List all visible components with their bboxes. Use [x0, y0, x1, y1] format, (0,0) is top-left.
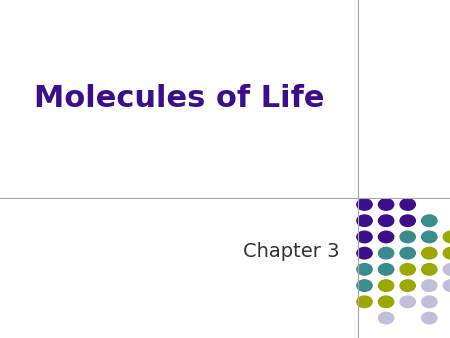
Circle shape — [357, 215, 372, 226]
Circle shape — [422, 215, 437, 226]
Circle shape — [400, 215, 415, 226]
Circle shape — [357, 296, 372, 308]
Text: Molecules of Life: Molecules of Life — [34, 84, 324, 113]
Circle shape — [443, 247, 450, 259]
Circle shape — [400, 247, 415, 259]
Circle shape — [443, 264, 450, 275]
Circle shape — [422, 264, 437, 275]
Text: Chapter 3: Chapter 3 — [243, 242, 340, 261]
Circle shape — [378, 247, 394, 259]
Circle shape — [357, 247, 372, 259]
Circle shape — [378, 215, 394, 226]
Circle shape — [378, 296, 394, 308]
Circle shape — [357, 280, 372, 291]
Circle shape — [422, 296, 437, 308]
Circle shape — [422, 280, 437, 291]
Circle shape — [378, 280, 394, 291]
Circle shape — [357, 264, 372, 275]
Circle shape — [443, 280, 450, 291]
Circle shape — [378, 231, 394, 243]
Circle shape — [378, 199, 394, 210]
Circle shape — [422, 312, 437, 324]
Circle shape — [400, 296, 415, 308]
Circle shape — [443, 231, 450, 243]
Circle shape — [400, 231, 415, 243]
Circle shape — [357, 199, 372, 210]
Circle shape — [378, 264, 394, 275]
Circle shape — [422, 247, 437, 259]
Circle shape — [357, 231, 372, 243]
Circle shape — [422, 231, 437, 243]
Circle shape — [378, 312, 394, 324]
Circle shape — [400, 264, 415, 275]
Circle shape — [400, 199, 415, 210]
Circle shape — [400, 280, 415, 291]
